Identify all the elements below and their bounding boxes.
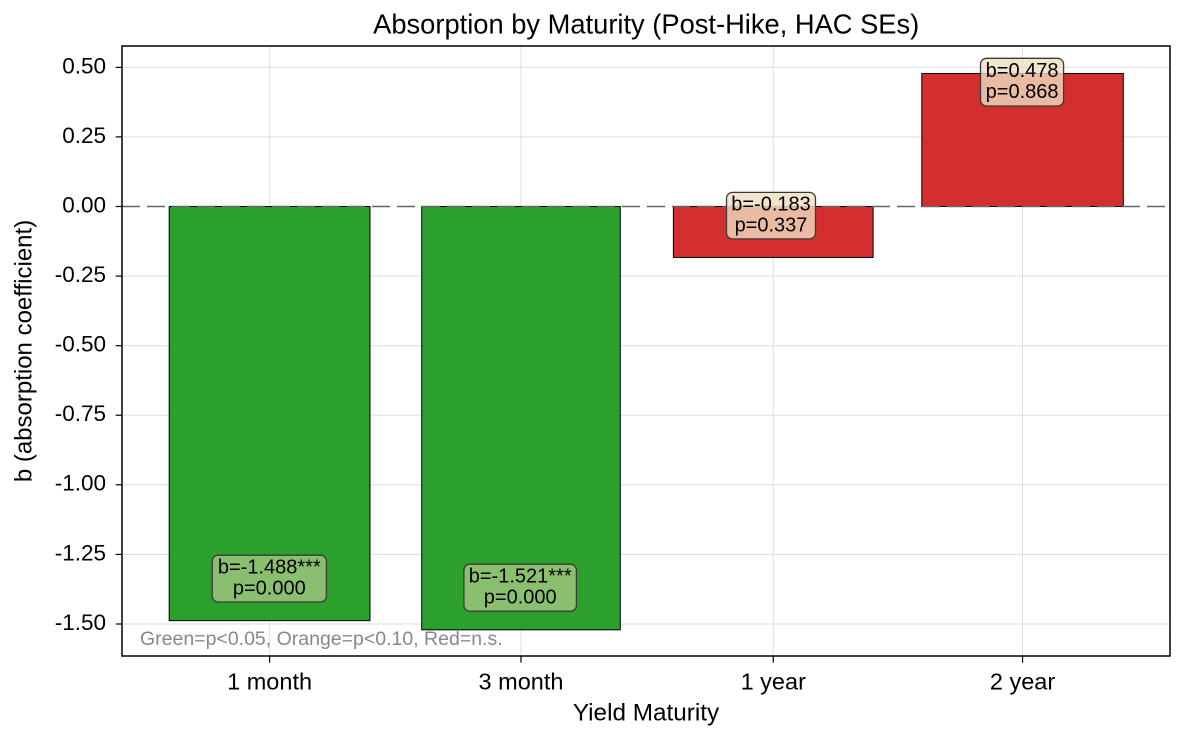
svg-text:b=-1.521***: b=-1.521*** <box>469 565 572 587</box>
svg-text:p=0.000: p=0.000 <box>484 586 557 608</box>
svg-text:-1.50: -1.50 <box>55 610 106 635</box>
svg-text:Absorption by Maturity (Post-H: Absorption by Maturity (Post-Hike, HAC S… <box>373 9 919 40</box>
svg-text:3 month: 3 month <box>479 669 564 695</box>
svg-text:1 year: 1 year <box>741 669 806 695</box>
svg-text:b=0.478: b=0.478 <box>986 60 1059 82</box>
svg-text:-0.75: -0.75 <box>55 401 106 426</box>
svg-text:0.50: 0.50 <box>62 53 106 78</box>
svg-text:Yield Maturity: Yield Maturity <box>573 699 720 726</box>
svg-text:Green=p<0.05, Orange=p<0.10, R: Green=p<0.05, Orange=p<0.10, Red=n.s. <box>140 628 503 650</box>
svg-text:-1.00: -1.00 <box>55 471 106 496</box>
svg-text:p=0.868: p=0.868 <box>986 81 1059 103</box>
svg-text:0.25: 0.25 <box>62 123 106 148</box>
svg-text:b=-1.488***: b=-1.488*** <box>218 556 321 578</box>
svg-text:b=-0.183: b=-0.183 <box>731 193 811 215</box>
svg-text:-0.50: -0.50 <box>55 332 106 357</box>
svg-text:2 year: 2 year <box>990 669 1055 695</box>
svg-text:b (absorption coefficient): b (absorption coefficient) <box>11 220 38 482</box>
svg-text:-1.25: -1.25 <box>55 540 106 565</box>
svg-text:0.00: 0.00 <box>62 192 106 217</box>
svg-text:-0.25: -0.25 <box>55 262 106 287</box>
svg-text:p=0.337: p=0.337 <box>735 214 808 236</box>
svg-text:1 month: 1 month <box>227 669 312 695</box>
svg-text:p=0.000: p=0.000 <box>233 577 306 599</box>
